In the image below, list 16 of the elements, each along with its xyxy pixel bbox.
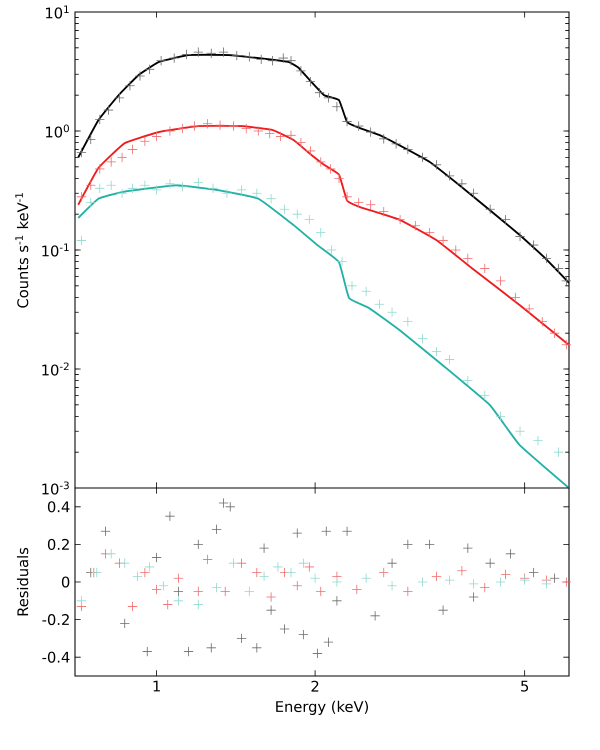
y-axis-title: Residuals [16,548,28,616]
y-tick-label: 10$^{0}$ [46,124,69,138]
y-tick-label: 10$^{-2}$ [42,362,69,376]
y-tick-label: 10$^{-3}$ [42,481,69,495]
y-tick-label: 0 [62,576,70,588]
y-tick-label: 0.2 [48,538,69,550]
y-tick-label: -0.4 [42,652,70,663]
y-tick-label: 10$^{1}$ [46,6,69,19]
x-tick-label: 1 [154,680,160,692]
y-tick-label: -0.2 [42,614,69,626]
y-tick-label: 0.4 [48,501,70,512]
x-axis-title: Energy (keV) [276,700,368,715]
y-axis-title: Counts s$^{-1}$ keV$^{-1}$ [15,193,28,308]
x-tick-label: 5 [521,680,528,692]
x-tick-label: 2 [311,680,318,692]
y-tick-label: 10$^{-1}$ [42,244,69,256]
